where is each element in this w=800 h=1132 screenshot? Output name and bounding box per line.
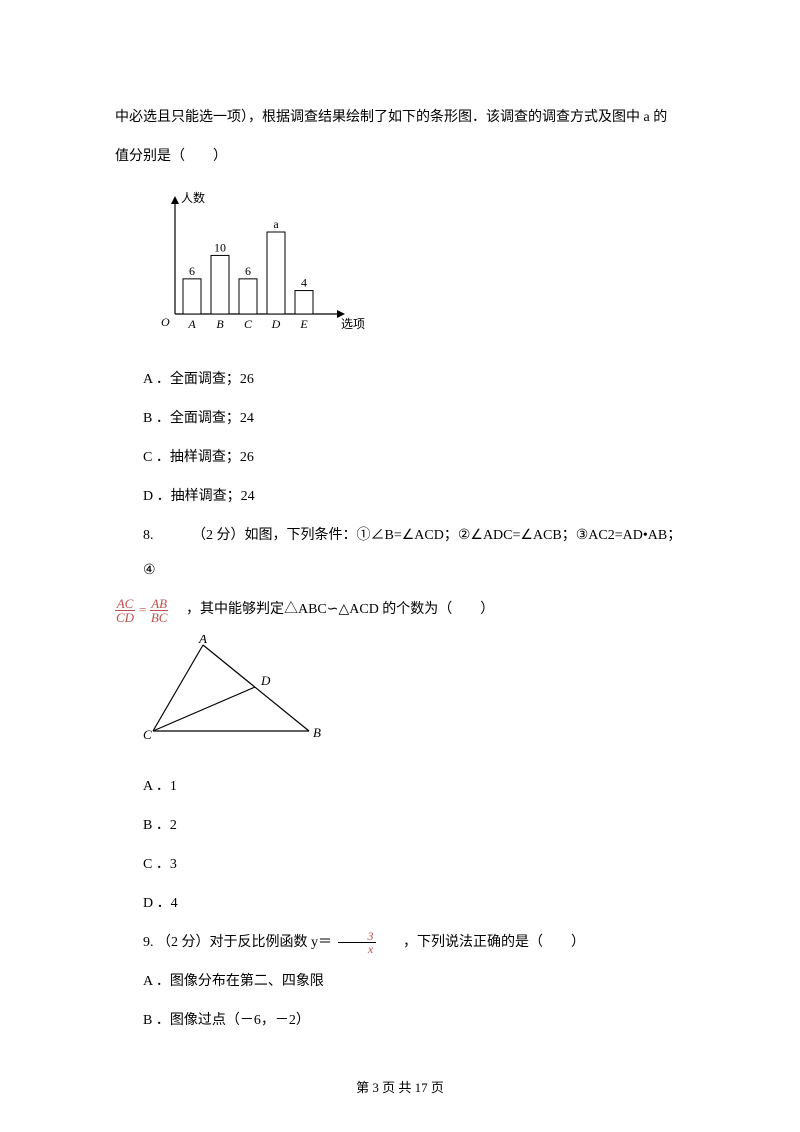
q7-option-b: B ．全面调查；24 <box>143 401 685 436</box>
q8-option-a: A ．1 <box>143 769 685 804</box>
svg-text:人数: 人数 <box>181 190 205 205</box>
q9-fraction: 3x <box>338 930 376 955</box>
svg-text:E: E <box>299 317 308 331</box>
intro-line1: 中必选且只能选一项），根据调查结果绘制了如下的条形图．该调查的调查方式及图中 a… <box>115 100 685 135</box>
q8-suffix: ，其中能够判定△ABC∽△ACD 的个数为（ ） <box>172 602 494 617</box>
svg-text:D: D <box>260 673 271 688</box>
svg-text:10: 10 <box>214 240 226 254</box>
q8-line1: 8. （2 分）如图，下列条件：①∠B=∠ACD；②∠ADC=∠ACB；③AC2… <box>143 518 685 588</box>
svg-text:C: C <box>143 727 152 742</box>
q8-option-c: C ．3 <box>143 847 685 882</box>
q8-option-b: B ．2 <box>143 808 685 843</box>
q7-option-a: A ．全面调查；26 <box>143 362 685 397</box>
svg-text:选项: 选项 <box>341 317 365 331</box>
svg-text:6: 6 <box>245 264 251 278</box>
bar-chart: 人数选项 O 6 A 10 B 6 Ca D 4 E <box>145 184 685 348</box>
svg-text:O: O <box>161 315 170 329</box>
svg-text:D: D <box>271 317 281 331</box>
q9-text: 9. （2 分）对于反比例函数 y＝ 3x ，下列说法正确的是（ ） <box>115 925 685 960</box>
q9-option-b: B ．图像过点（－6，－2） <box>143 1003 685 1038</box>
triangle-diagram: A B C D <box>141 635 685 761</box>
q7-option-d: D ．抽样调查；24 <box>143 479 685 514</box>
page-footer: 第 3 页 共 17 页 <box>0 1077 800 1096</box>
q7-option-c: C ．抽样调查；26 <box>143 440 685 475</box>
svg-text:6: 6 <box>189 264 195 278</box>
q9-option-a: A ．图像分布在第二、四象限 <box>143 964 685 999</box>
q8-option-d: D ．4 <box>143 886 685 921</box>
svg-text:C: C <box>244 317 253 331</box>
page-content: 中必选且只能选一项），根据调查结果绘制了如下的条形图．该调查的调查方式及图中 a… <box>0 0 800 1038</box>
intro-line2: 值分别是（ ） <box>115 139 685 174</box>
svg-text:B: B <box>313 725 321 740</box>
svg-text:A: A <box>187 317 196 331</box>
svg-text:B: B <box>216 317 224 331</box>
svg-text:4: 4 <box>301 276 307 290</box>
q9-suffix: ，下列说法正确的是（ ） <box>403 935 585 950</box>
q8-fraction: ACCD=ABBC <box>115 593 168 626</box>
svg-text:A: A <box>198 635 207 646</box>
svg-text:a: a <box>273 217 279 231</box>
q9-prefix: 9. （2 分）对于反比例函数 y＝ <box>143 935 332 950</box>
q8-line2: ACCD=ABBC ，其中能够判定△ABC∽△ACD 的个数为（ ） <box>115 592 685 627</box>
